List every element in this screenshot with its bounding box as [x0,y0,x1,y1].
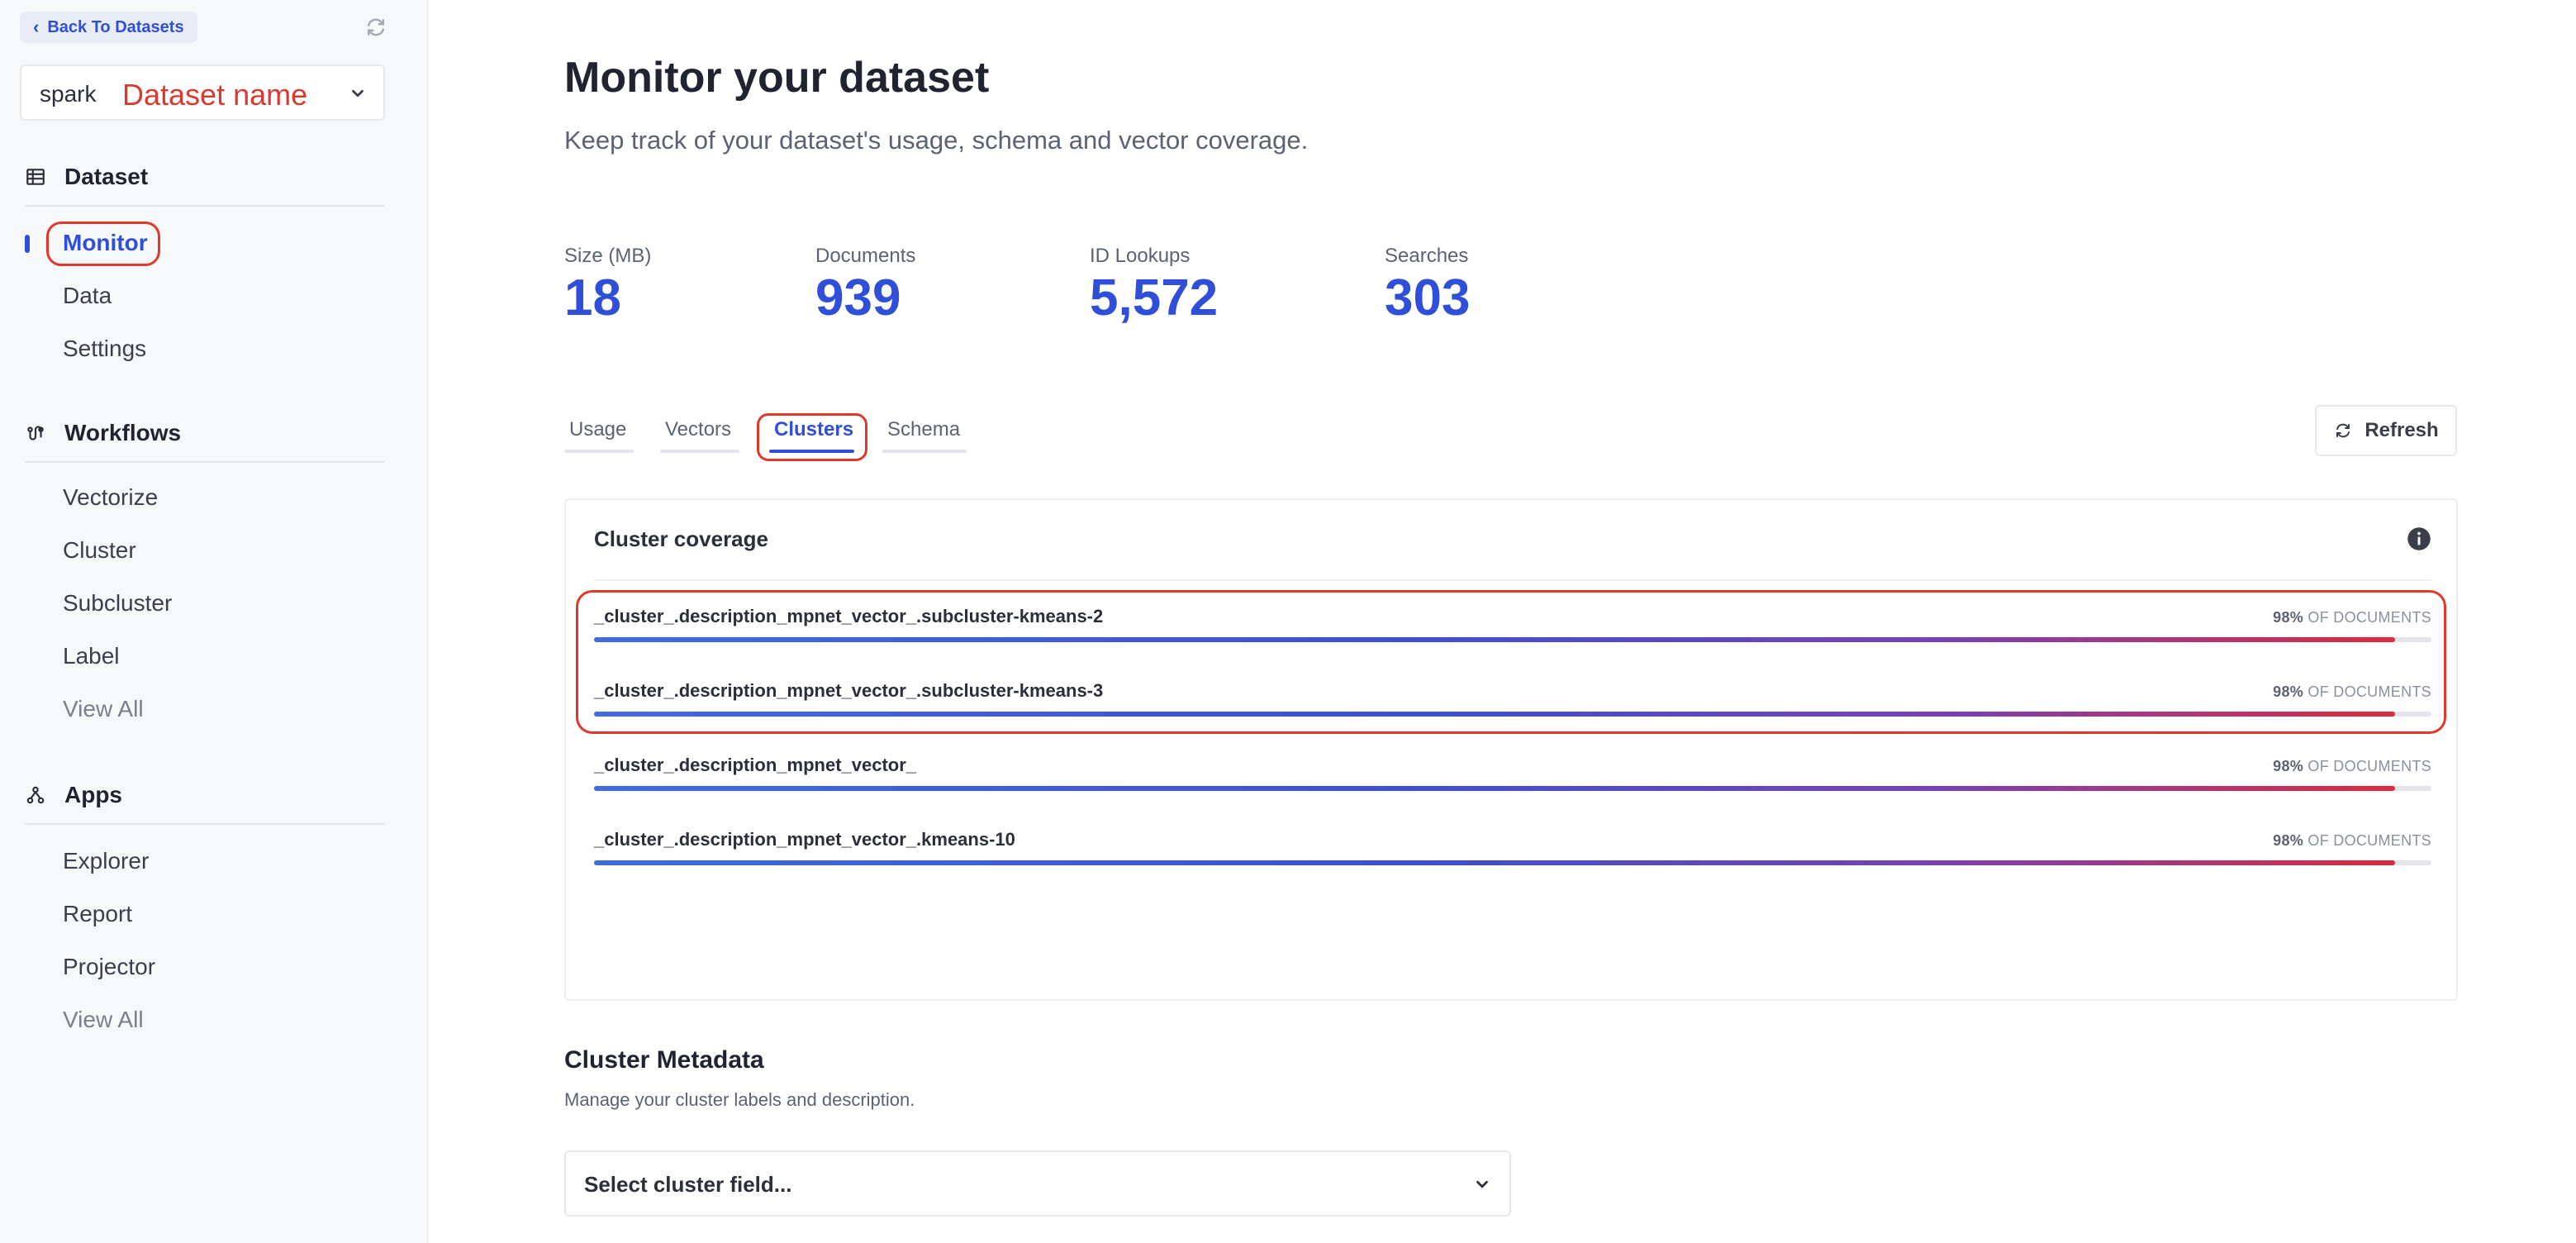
coverage-percent-value: 98% [2273,758,2304,774]
section-dataset-title: Dataset [64,164,149,189]
annotation-ring-subclusters [576,590,2446,734]
annotation-ring-clusters-tab [757,413,867,461]
stat-documents: Documents 939 [815,245,915,324]
cluster-field-placeholder: Select cluster field... [584,1172,792,1197]
table-icon [26,169,45,185]
coverage-suffix: OF DOCUMENTS [2307,832,2431,849]
cluster-field-select[interactable]: Select cluster field... [564,1150,1511,1217]
coverage-percent-value: 98% [2273,609,2304,626]
sidebar-item-cluster[interactable]: Cluster [63,537,136,563]
stat-value: 939 [815,269,901,326]
coverage-percent: 98% OF DOCUMENTS [2273,683,2431,701]
coverage-percent-value: 98% [2273,832,2304,849]
tab-underline [564,450,634,453]
chevron-down-icon [352,89,364,98]
coverage-track [594,712,2431,717]
divider [25,823,385,825]
annotation-ring-monitor [46,221,160,266]
sidebar-item-vectorize[interactable]: Vectorize [63,484,159,510]
sidebar-item-report[interactable]: Report [63,901,133,926]
cluster-field-name: _cluster_.description_mpnet_vector_.kmea… [594,829,1015,850]
stat-label: Searches [1385,245,1469,267]
coverage-suffix: OF DOCUMENTS [2307,609,2431,626]
divider [25,461,385,463]
page-title: Monitor your dataset [564,54,990,102]
sidebar-item-subcluster[interactable]: Subcluster [63,590,173,616]
stat-id-lookups: ID Lookups 5,572 [1090,245,1218,324]
cluster-metadata-subtitle: Manage your cluster labels and descripti… [564,1089,915,1110]
sidebar-item-view-all-workflows[interactable]: View All [63,696,144,722]
workflow-icon [27,426,44,441]
sidebar-item-projector[interactable]: Projector [63,954,156,979]
cluster-metadata-title: Cluster Metadata [564,1046,764,1074]
tab-underline-active [769,450,854,453]
tab-usage[interactable]: Usage [569,418,627,441]
active-indicator [25,235,30,253]
info-icon[interactable] [2407,526,2431,551]
sync-icon[interactable] [364,15,388,40]
coverage-percent-value: 98% [2273,683,2304,700]
sidebar-item-monitor[interactable]: Monitor [63,230,148,255]
coverage-row: _cluster_.description_mpnet_vector_.subc… [594,680,2431,730]
section-workflows-title: Workflows [64,420,182,445]
sidebar-item-data[interactable]: Data [63,283,112,308]
section-dataset: Dataset [25,164,148,190]
refresh-label: Refresh [2365,419,2439,441]
stat-label: Documents [815,245,916,267]
section-apps-title: Apps [64,782,122,807]
apps-icon [26,786,45,804]
section-apps: Apps [25,782,122,808]
coverage-track [594,860,2431,865]
chevron-down-icon [1476,1180,1488,1188]
refresh-icon [2336,423,2350,438]
coverage-fill [594,786,2395,791]
dataset-select[interactable]: spark Dataset name [20,64,385,121]
coverage-track [594,786,2431,791]
back-to-datasets-button[interactable]: ‹ Back To Datasets [20,12,197,43]
coverage-suffix: OF DOCUMENTS [2307,758,2431,774]
coverage-percent: 98% OF DOCUMENTS [2273,758,2431,775]
tab-schema[interactable]: Schema [887,418,961,441]
cluster-field-name: _cluster_.description_mpnet_vector_.subc… [594,606,1104,626]
stat-value: 5,572 [1090,269,1219,326]
coverage-row: _cluster_.description_mpnet_vector_.subc… [594,606,2431,655]
divider [25,205,385,207]
card-title: Cluster coverage [594,526,768,551]
sidebar-item-explorer[interactable]: Explorer [63,848,150,874]
dataset-prefix: spark [40,81,97,107]
divider [594,579,2431,581]
coverage-row: _cluster_.description_mpnet_vector_.kmea… [594,829,2431,879]
stat-searches: Searches 303 [1385,245,1470,324]
stat-label: ID Lookups [1090,245,1191,267]
coverage-fill [594,860,2395,865]
sidebar-item-settings[interactable]: Settings [63,336,147,361]
tab-clusters[interactable]: Clusters [774,418,854,441]
chevron-left-icon: ‹ [33,17,40,37]
coverage-track [594,637,2431,642]
stat-value: 18 [564,269,621,326]
sidebar-item-view-all-apps[interactable]: View All [63,1007,144,1032]
cluster-field-name: _cluster_.description_mpnet_vector_.subc… [594,680,1104,701]
page-subtitle: Keep track of your dataset's usage, sche… [564,126,1309,155]
dataset-name: Dataset name [122,78,308,112]
sidebar: ‹ Back To Datasets spark Dataset name Da… [0,0,429,1243]
sidebar-item-label[interactable]: Label [63,643,120,669]
coverage-suffix: OF DOCUMENTS [2307,683,2431,700]
coverage-fill [594,637,2395,642]
tab-vectors[interactable]: Vectors [665,418,732,441]
stat-value: 303 [1385,269,1471,326]
refresh-button[interactable]: Refresh [2315,405,2457,456]
stat-size: Size (MB) 18 [564,245,651,324]
cluster-coverage-card: Cluster coverage _cluster_.description_m… [564,498,2458,1001]
back-to-datasets-label: Back To Datasets [47,17,184,36]
tab-underline [882,450,967,453]
coverage-percent: 98% OF DOCUMENTS [2273,832,2431,850]
cluster-field-name: _cluster_.description_mpnet_vector_ [594,755,917,775]
stat-label: Size (MB) [564,245,652,267]
coverage-percent: 98% OF DOCUMENTS [2273,609,2431,626]
coverage-row: _cluster_.description_mpnet_vector_ 98% … [594,755,2431,804]
coverage-fill [594,712,2395,717]
section-workflows: Workflows [25,420,181,446]
tab-underline [660,450,739,453]
